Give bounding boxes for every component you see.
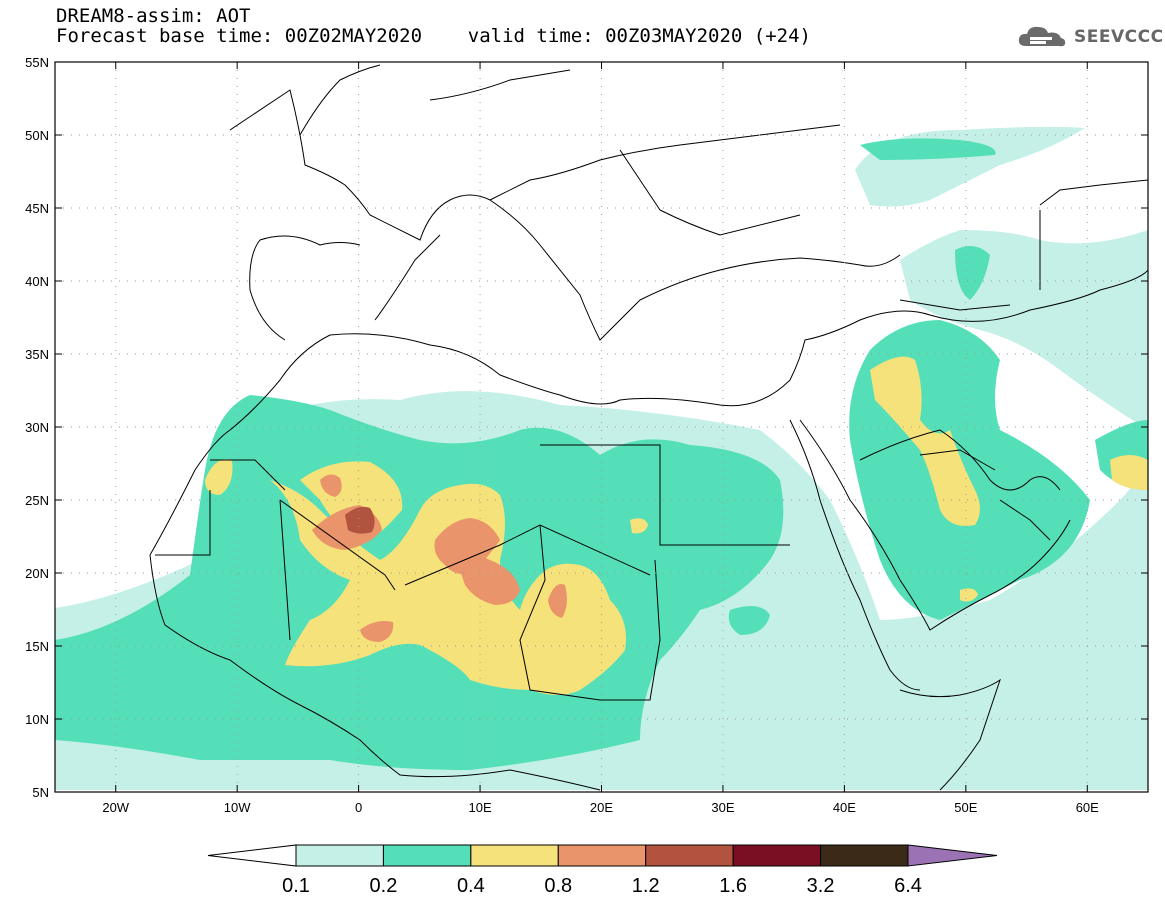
legend-swatch [645, 844, 734, 867]
lat-tick-label: 55N [25, 55, 49, 70]
aot-fields [55, 126, 1148, 790]
lon-tick-label: 30E [711, 800, 734, 815]
lat-tick-label: 50N [25, 128, 49, 143]
cloud-icon [1018, 26, 1066, 47]
axis-ticks: 55N 50N 45N 40N 35N 30N 25N 20N 15N 10N 5N 20W 10W 0 1… [25, 55, 1148, 815]
lat-tick-label: 5N [32, 785, 49, 800]
legend-swatch [732, 844, 822, 867]
lon-tick-label: 20E [590, 800, 613, 815]
legend-label: 1.6 [719, 875, 747, 897]
map-frame [54, 61, 1149, 793]
lat-tick-label: 40N [25, 274, 49, 289]
aot-level-0.8 [312, 474, 567, 642]
legend-label: 0.8 [544, 875, 572, 897]
lat-tick-label: 15N [25, 639, 49, 654]
lat-tick-label: 35N [25, 347, 49, 362]
lon-tick-label: 0 [355, 800, 362, 815]
forecast-time-line: Forecast base time: 00Z02MAY2020 valid t… [56, 25, 811, 47]
logo-text: SEEVCCC [1074, 27, 1164, 47]
legend-low-arrow [207, 844, 297, 867]
legend-label: 1.2 [632, 875, 660, 897]
legend-swatch [382, 844, 472, 867]
legend-label: 0.2 [370, 875, 398, 897]
legend-label: 0.4 [457, 875, 485, 897]
seevccc-logo: SEEVCCC [1016, 22, 1164, 52]
legend-label: 6.4 [894, 875, 922, 897]
lon-tick-label: 60E [1076, 800, 1099, 815]
coastlines [149, 64, 1148, 791]
legend-swatch [295, 844, 384, 867]
legend-swatch [820, 844, 909, 867]
lon-tick-label: 20W [102, 800, 129, 815]
lon-tick-label: 50E [954, 800, 977, 815]
lon-tick-label: 40E [833, 800, 856, 815]
legend-label: 3.2 [807, 875, 835, 897]
legend-high-arrow [907, 844, 998, 867]
lat-tick-label: 10N [25, 712, 49, 727]
lat-tick-label: 25N [25, 493, 49, 508]
lat-tick-label: 30N [25, 420, 49, 435]
lon-tick-label: 10W [224, 800, 251, 815]
legend-swatch [557, 844, 647, 867]
lat-tick-label: 20N [25, 566, 49, 581]
color-legend: 0.1 0.2 0.4 0.8 1.2 1.6 3.2 6.4 [207, 844, 998, 897]
chart-title: DREAM8-assim: AOT [56, 5, 251, 27]
legend-swatch [470, 844, 559, 867]
legend-label: 0.1 [282, 875, 310, 897]
lon-tick-label: 10E [468, 800, 491, 815]
graticule [55, 62, 1148, 792]
lat-tick-label: 45N [25, 201, 49, 216]
aot-level-1.2 [345, 506, 375, 534]
